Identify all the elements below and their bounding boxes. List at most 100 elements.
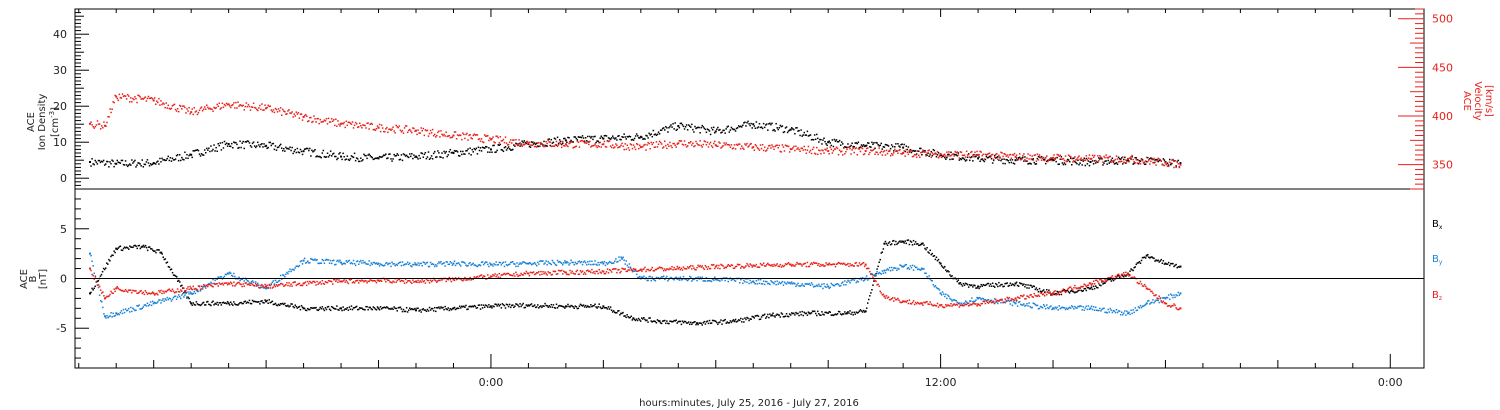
data-point-fill	[93, 163, 95, 166]
data-point-fill	[495, 135, 497, 137]
data-point-fill	[489, 277, 491, 279]
data-point-fill	[345, 279, 348, 282]
data-point-fill	[901, 153, 903, 155]
data-point-fill	[988, 152, 991, 154]
data-point-fill	[813, 285, 816, 288]
data-point-fill	[579, 270, 582, 272]
data-point-fill	[297, 151, 300, 153]
data-point-fill	[704, 323, 707, 325]
data-point-fill	[451, 308, 454, 310]
data-point-fill	[1081, 309, 1083, 311]
data-point-fill	[562, 305, 564, 308]
data-point-fill	[564, 260, 566, 262]
data-point-fill	[882, 248, 885, 250]
data-point-fill	[795, 145, 797, 148]
data-point-fill	[738, 282, 741, 284]
data-point-fill	[931, 280, 934, 282]
data-point-fill	[556, 136, 559, 139]
data-point-fill	[1097, 161, 1099, 164]
data-point-fill	[537, 261, 539, 264]
data-point	[190, 287, 193, 290]
data-point-fill	[830, 144, 833, 147]
data-point-fill	[1083, 159, 1086, 162]
data-point-fill	[293, 306, 295, 309]
data-point-fill	[652, 141, 655, 144]
data-point-fill	[983, 284, 986, 287]
data-point-fill	[152, 249, 154, 252]
data-point-fill	[282, 274, 284, 276]
data-point-fill	[966, 156, 969, 159]
data-point-fill	[712, 142, 715, 145]
data-point-fill	[698, 126, 700, 129]
data-point-fill	[362, 308, 364, 311]
data-point-fill	[113, 315, 115, 317]
data-point-fill	[192, 113, 194, 116]
data-point-fill	[151, 300, 154, 303]
data-point-fill	[666, 320, 668, 322]
data-point-fill	[982, 153, 985, 156]
data-point-fill	[668, 126, 670, 129]
data-point-fill	[1062, 306, 1065, 309]
data-point-fill	[689, 323, 691, 326]
data-point-fill	[241, 105, 243, 107]
data-point-fill	[526, 262, 529, 265]
data-point-fill	[345, 158, 348, 160]
data-point-fill	[1151, 158, 1153, 160]
data-point-fill	[366, 282, 368, 284]
data-point-fill	[111, 159, 113, 161]
data-point-fill	[799, 311, 801, 313]
data-point-fill	[263, 286, 265, 289]
data-point-fill	[992, 301, 995, 304]
data-point-fill	[140, 290, 142, 292]
data-point-fill	[639, 269, 641, 272]
data-point-fill	[847, 143, 849, 145]
data-point-fill	[325, 258, 328, 261]
data-point-fill	[529, 271, 532, 274]
data-point-fill	[424, 151, 427, 154]
data-point	[152, 292, 155, 295]
data-point-fill	[930, 279, 932, 282]
data-point-fill	[788, 129, 791, 131]
data-point-fill	[567, 145, 569, 148]
data-point-fill	[161, 299, 163, 302]
data-point-fill	[823, 137, 825, 140]
data-point-fill	[1007, 299, 1010, 301]
data-point-fill	[261, 142, 263, 145]
data-point-fill	[703, 140, 706, 142]
data-point-fill	[622, 256, 624, 259]
data-point-fill	[743, 279, 745, 282]
data-point-fill	[436, 281, 438, 283]
data-point-fill	[705, 277, 708, 279]
data-point-fill	[142, 98, 145, 100]
data-point-fill	[992, 285, 995, 287]
data-point-fill	[1119, 158, 1122, 161]
data-point-fill	[1047, 306, 1049, 309]
data-point-fill	[389, 153, 391, 155]
data-point-fill	[549, 144, 552, 147]
data-point	[190, 292, 193, 295]
data-point-fill	[505, 149, 508, 151]
data-point-fill	[183, 287, 185, 289]
data-point-fill	[806, 283, 809, 285]
data-point-fill	[928, 275, 930, 277]
data-point-fill	[922, 151, 924, 153]
data-point-fill	[511, 274, 513, 277]
data-point	[602, 305, 605, 308]
data-point-fill	[1025, 284, 1027, 286]
data-point-fill	[93, 287, 95, 290]
data-point-fill	[1078, 155, 1080, 157]
data-point-fill	[1034, 303, 1037, 306]
data-point-fill	[782, 131, 785, 134]
data-point-fill	[687, 124, 690, 126]
data-point-fill	[270, 144, 273, 147]
data-point-fill	[404, 155, 407, 157]
data-point-fill	[1149, 163, 1151, 165]
data-point-fill	[751, 147, 753, 149]
data-point	[939, 304, 942, 307]
data-point-fill	[597, 272, 599, 275]
data-point-fill	[136, 164, 138, 166]
data-point-fill	[591, 260, 593, 263]
data-point-fill	[138, 291, 140, 294]
data-point-fill	[247, 140, 250, 143]
data-point-fill	[255, 108, 258, 111]
